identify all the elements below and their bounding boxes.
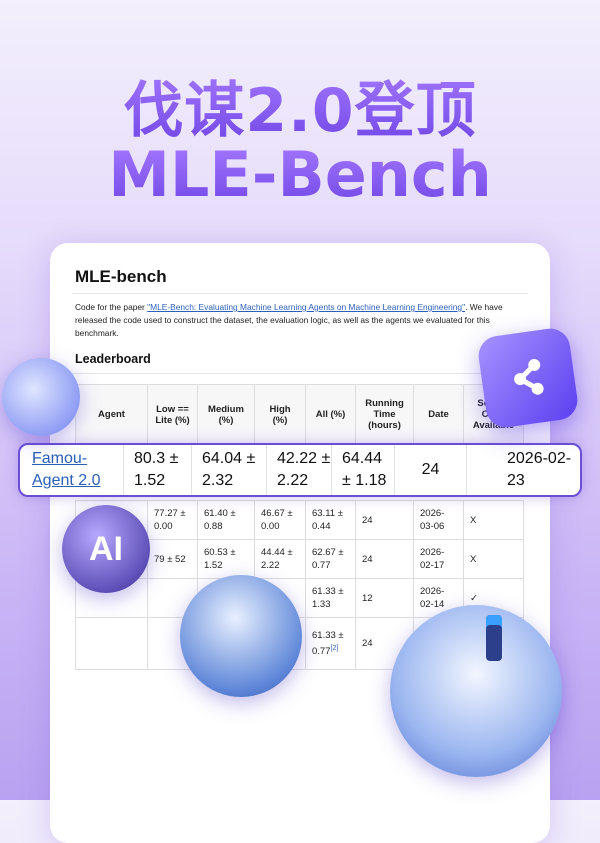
cell-source: X <box>463 539 524 579</box>
ai-chip-orb-image: AI <box>62 505 150 593</box>
hero-title-line1: 伐谋2.0登顶 <box>0 62 600 149</box>
cell-time: 12 <box>355 578 414 618</box>
agent-link-famou[interactable]: Famou-Agent 2.0 <box>32 450 101 489</box>
cell-low: 77.27 ± 0.00 <box>147 500 198 540</box>
col-date: Date <box>413 384 464 445</box>
cell-all: 62.67 ± 0.77 <box>305 539 356 579</box>
divider <box>72 293 528 294</box>
cell-all: 63.11 ± 0.44 <box>305 500 356 540</box>
cell-all-value: 61.33 ± 0.77 <box>312 629 344 658</box>
cell-time: 24 <box>355 539 414 579</box>
cell-all: 61.33 ± 0.77[2] <box>305 617 356 670</box>
cell-high: 46.67 ± 0.00 <box>254 500 306 540</box>
cell-time: 24 <box>355 500 414 540</box>
col-high: High (%) <box>254 384 306 445</box>
footnote-link[interactable]: [2] <box>330 644 339 652</box>
highlighted-row-famou-agent: Famou-Agent 2.0 80.3 ± 1.52 64.04 ± 2.32… <box>18 443 582 497</box>
cell-medium: 61.40 ± 0.88 <box>197 500 255 540</box>
divider <box>72 373 528 374</box>
traffic-light-icon <box>486 615 502 661</box>
cell-date: 2026-02-17 <box>413 539 464 579</box>
cell-medium: 60.53 ± 1.52 <box>197 539 255 579</box>
intro-text-suffix: . We have released the code used to cons… <box>75 302 503 338</box>
intro-paragraph: Code for the paper "MLE-Bench: Evaluatin… <box>75 301 525 340</box>
intro-text: Code for the paper <box>75 302 148 312</box>
table-header-row: Agent Low == Lite (%) Medium (%) High (%… <box>75 384 524 445</box>
mle-bench-card: MLE-bench Code for the paper "MLE-Bench:… <box>50 243 550 843</box>
col-medium: Medium (%) <box>197 384 255 445</box>
col-all: All (%) <box>305 384 356 445</box>
page-title: MLE-bench <box>75 267 167 286</box>
col-low: Low == Lite (%) <box>147 384 198 445</box>
col-running-time: Running Time (hours) <box>355 384 414 445</box>
ai-label: AI <box>89 529 123 568</box>
cell-time: 24 <box>395 445 467 495</box>
hero-title-line2: MLE-Bench <box>0 138 600 211</box>
table-row: 79 ± 52 60.53 ± 1.52 44.44 ± 2.22 62.67 ± 0… <box>75 539 524 579</box>
cell-medium: 64.04 ± 2.32 <box>192 445 267 495</box>
cell-low: 80.3 ± 1.52 <box>124 445 192 495</box>
data-chart-orb-image <box>2 358 80 436</box>
cell-date: 2026-03-06 <box>413 500 464 540</box>
cell-high: 44.44 ± 2.22 <box>254 539 306 579</box>
cell-low: 79 ± 52 <box>147 539 198 579</box>
cell-date: 2026-02-23 <box>507 450 572 489</box>
cell-source: X <box>463 500 524 540</box>
industrial-plant-orb-image <box>180 575 302 697</box>
smart-city-orb-image <box>390 605 562 777</box>
col-agent: Agent <box>75 384 148 445</box>
cell-all: 61.33 ± 1.33 <box>305 578 356 618</box>
cell-high: 42.22 ± 2.22 <box>267 445 332 495</box>
leaderboard-heading: Leaderboard <box>75 352 151 366</box>
cell-all: 64.44 ± 1.18 <box>332 445 395 495</box>
network-nodes-icon <box>476 326 580 430</box>
paper-link[interactable]: "MLE-Bench: Evaluating Machine Learning … <box>147 302 466 312</box>
